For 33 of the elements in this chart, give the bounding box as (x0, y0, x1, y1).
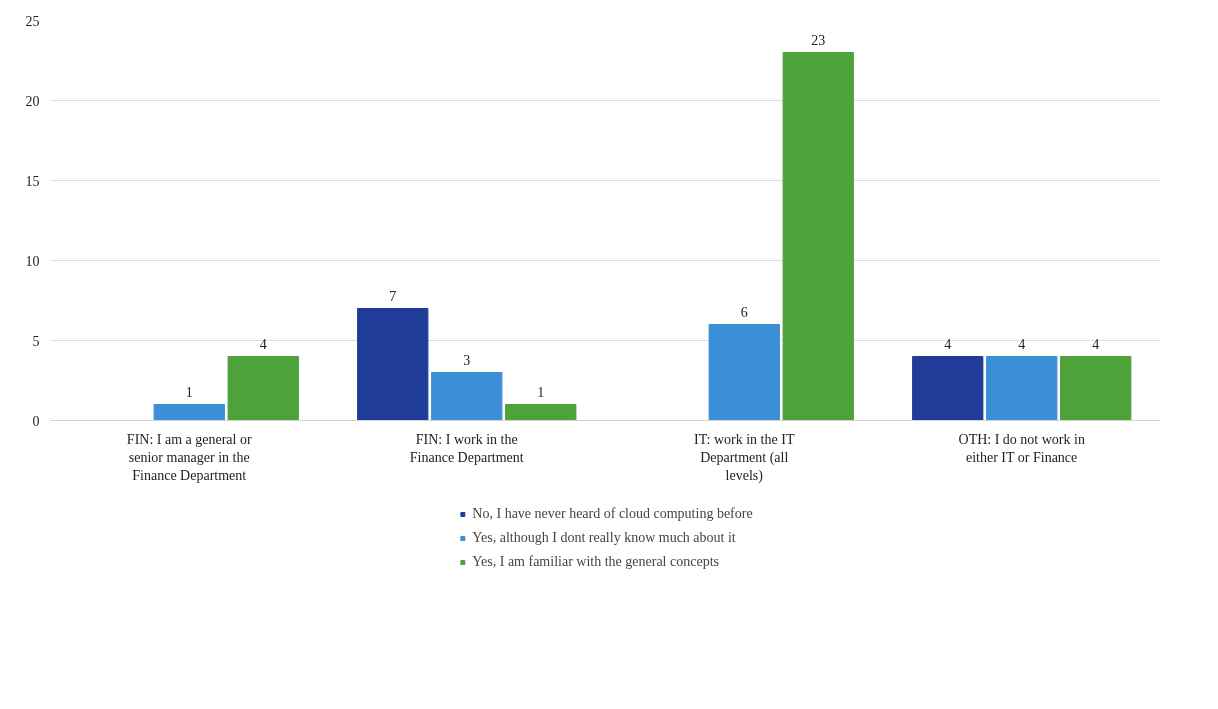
bar (153, 404, 225, 421)
data-label: 3 (463, 352, 471, 368)
legend-label: No, I have never heard of cloud computing before (472, 505, 753, 522)
x-tick-label: IT: work in the IT Department (all levels) (694, 431, 795, 484)
data-label: 4 (1018, 336, 1026, 352)
data-label: 4 (944, 336, 952, 352)
data-label: 1 (537, 384, 545, 400)
legend-label: Yes, I am familiar with the general concepts (472, 553, 719, 570)
bar (986, 356, 1058, 421)
bar (1060, 356, 1132, 421)
bar (708, 324, 780, 421)
y-tick-label: 10 (25, 253, 40, 269)
bar (431, 372, 503, 421)
data-label: 6 (740, 304, 748, 320)
data-label: 1 (185, 384, 193, 400)
y-tick-label: 0 (32, 413, 40, 429)
x-tick-label: FIN: I am a general or senior manager in the Finance Department (126, 431, 252, 483)
data-label: 7 (389, 288, 397, 304)
y-tick-label: 5 (32, 333, 40, 349)
y-tick-label: 15 (25, 173, 40, 189)
data-label: 4 (259, 336, 267, 352)
legend-label: Yes, although I dont really know much about it (472, 529, 736, 546)
bar (357, 308, 429, 421)
x-tick-label: FIN: I work in the Finance Department (409, 431, 524, 465)
bar (505, 404, 577, 421)
bar (227, 356, 299, 421)
y-tick-label: 25 (25, 13, 40, 29)
x-tick-label: OTH: I do not work in either IT or Finance (958, 431, 1085, 465)
data-label: 23 (811, 32, 826, 48)
bar (912, 356, 984, 421)
y-tick-label: 20 (25, 93, 40, 109)
bar (782, 52, 854, 421)
data-label: 4 (1092, 336, 1100, 352)
